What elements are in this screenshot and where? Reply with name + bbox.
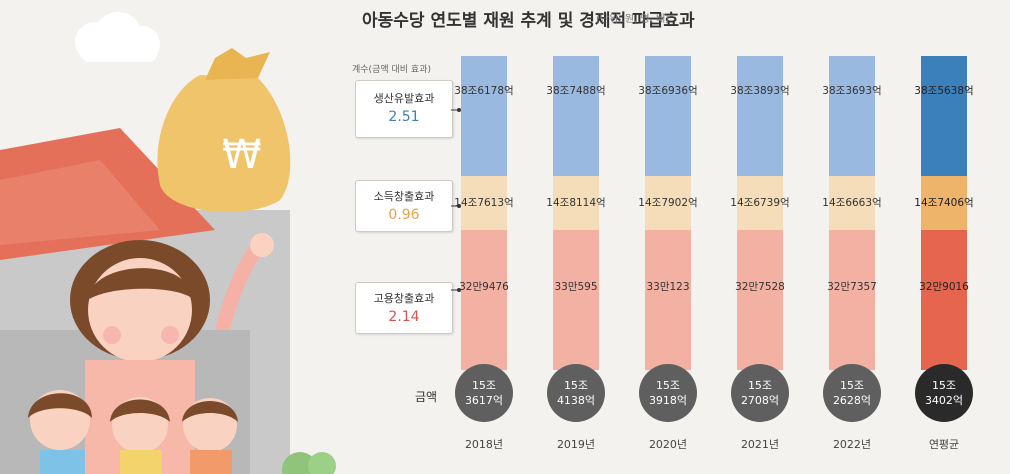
- data-label-employment: 32만9016: [919, 281, 969, 293]
- amount-label: 15조: [932, 379, 956, 392]
- data-label-production: 38조5638억: [914, 85, 973, 97]
- bar-segment-employment: [553, 230, 599, 370]
- connector-dot: [457, 204, 461, 208]
- data-label-income: 14조8114억: [546, 197, 605, 209]
- amount-circle: [823, 364, 881, 422]
- category-label: 2021년: [741, 438, 779, 451]
- data-label-employment: 33만595: [554, 281, 597, 293]
- bush-icon: [282, 452, 336, 474]
- bar-segment-production: [737, 56, 783, 176]
- data-label-income: 14조7902억: [638, 197, 697, 209]
- effect-box-income: 소득창출효과 0.96: [355, 180, 453, 232]
- category-label: 연평균: [929, 438, 959, 451]
- amount-label: 15조: [472, 379, 496, 392]
- amount-circle: [731, 364, 789, 422]
- amount-label: 15조: [656, 379, 680, 392]
- amount-circle: [639, 364, 697, 422]
- bar-segment-production: [645, 56, 691, 176]
- category-label: 2020년: [649, 438, 687, 451]
- amount-row-label: 금액: [415, 390, 438, 404]
- bar-segment-employment: [921, 230, 967, 370]
- data-label-income: 14조7406억: [914, 197, 973, 209]
- effect-box-production: 생산유발효과 2.51: [355, 80, 453, 138]
- amount-label: 3617억: [465, 394, 503, 407]
- bar-segment-income: [921, 176, 967, 230]
- bar-segment-production: [829, 56, 875, 176]
- bar-segment-production: [553, 56, 599, 176]
- category-label: 2018년: [465, 438, 503, 451]
- bar-segment-income: [737, 176, 783, 230]
- effect-value: 2.14: [388, 309, 420, 325]
- category-label: 2019년: [557, 438, 595, 451]
- amount-circle: [915, 364, 973, 422]
- bar-segment-income: [553, 176, 599, 230]
- connector-dot: [457, 288, 461, 292]
- amount-label: 2628억: [833, 394, 871, 407]
- data-label-employment: 32만7357: [827, 281, 877, 293]
- data-label-income: 14조6739억: [730, 197, 789, 209]
- amount-label: 3402억: [925, 394, 963, 407]
- data-label-income: 14조6663억: [822, 197, 881, 209]
- bar-segment-employment: [829, 230, 875, 370]
- amount-label: 15조: [564, 379, 588, 392]
- connector-dot: [457, 108, 461, 112]
- effect-label: 고용창출효과: [373, 292, 435, 305]
- money-bag-icon: ₩: [157, 48, 291, 212]
- cloud-icon: [75, 12, 160, 62]
- data-label-income: 14조7613억: [454, 197, 513, 209]
- chart-title: 아동수당 연도별 재원 추계 및 경제적 파급효과: [362, 11, 695, 31]
- effect-value: 2.51: [388, 109, 420, 125]
- data-label-production: 38조6936억: [638, 85, 697, 97]
- unit-note: (단위: 원, 명, 배): [596, 14, 670, 25]
- svg-text:₩: ₩: [222, 132, 262, 178]
- bar-segment-production: [461, 56, 507, 176]
- effect-label: 생산유발효과: [373, 92, 435, 105]
- amount-circle: [547, 364, 605, 422]
- bar-segment-employment: [645, 230, 691, 370]
- amount-label: 2708억: [741, 394, 779, 407]
- data-label-employment: 32만7528: [735, 281, 785, 293]
- data-label-employment: 32만9476: [459, 281, 509, 293]
- amount-label: 4138억: [557, 394, 595, 407]
- coefficient-note: 계수(금액 대비 효과): [352, 65, 431, 75]
- bar-segment-income: [645, 176, 691, 230]
- data-label-production: 38조7488억: [546, 85, 605, 97]
- bar-segment-employment: [461, 230, 507, 370]
- bar-segment-income: [829, 176, 875, 230]
- amount-label: 3918억: [649, 394, 687, 407]
- effect-label: 소득창출효과: [373, 190, 435, 203]
- amount-circle: [455, 364, 513, 422]
- effect-value: 0.96: [388, 207, 420, 223]
- bar-segment-production: [921, 56, 967, 176]
- bar-segment-income: [461, 176, 507, 230]
- data-label-employment: 33만123: [646, 281, 689, 293]
- amount-label: 15조: [840, 379, 864, 392]
- bar-segment-employment: [737, 230, 783, 370]
- data-label-production: 38조6178억: [454, 85, 513, 97]
- illustration: ₩: [0, 12, 336, 474]
- family-icon: [28, 233, 274, 474]
- data-label-production: 38조3893억: [730, 85, 789, 97]
- effect-box-employment: 고용창출효과 2.14: [355, 282, 453, 334]
- category-label: 2022년: [833, 438, 871, 451]
- data-label-production: 38조3693억: [822, 85, 881, 97]
- amount-label: 15조: [748, 379, 772, 392]
